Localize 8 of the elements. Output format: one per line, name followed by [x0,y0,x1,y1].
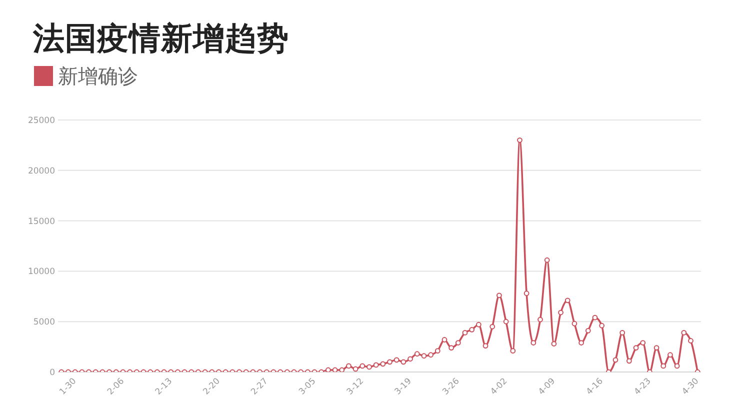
y-tick-label: 0 [50,368,55,378]
y-tick-label: 15000 [28,216,55,227]
chart-title: 法国疫情新增趋势 [33,21,289,57]
y-tick-label: 25000 [28,116,55,126]
y-tick-label: 5000 [33,318,55,328]
legend-label: 新增确诊 [58,64,138,88]
y-tick-label: 20000 [28,166,55,176]
y-tick-label: 10000 [28,267,55,278]
